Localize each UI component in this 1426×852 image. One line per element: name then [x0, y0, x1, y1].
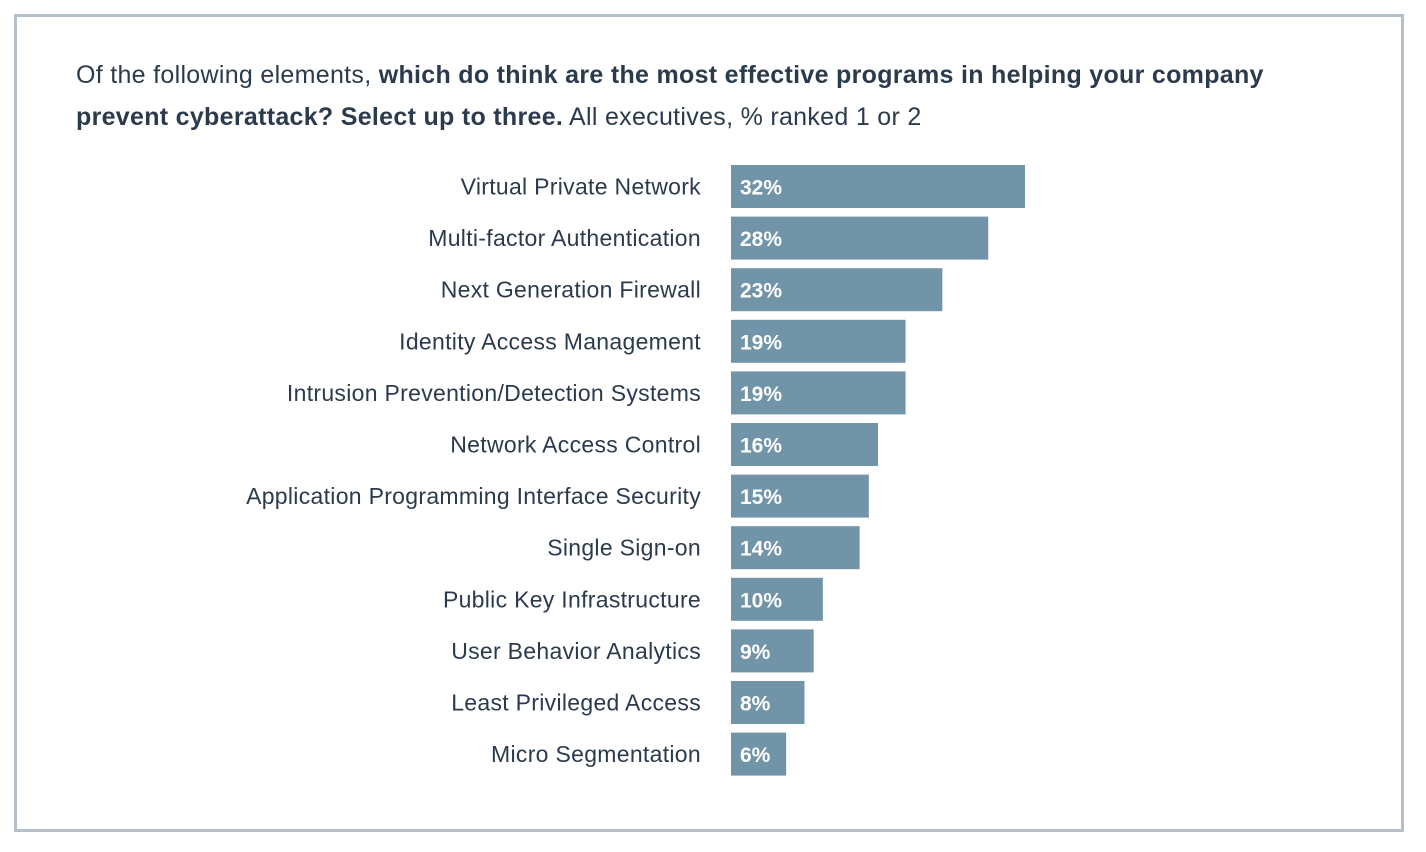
category-label: Identity Access Management: [399, 328, 701, 354]
bar: [731, 526, 860, 570]
category-label: Intrusion Prevention/Detection Systems: [287, 380, 701, 406]
value-label: 16%: [740, 435, 782, 458]
value-label: 19%: [740, 331, 782, 354]
value-label: 9%: [740, 641, 771, 664]
chart-frame: [14, 14, 1404, 832]
title-question: which do think are the most effective pr…: [76, 61, 1264, 131]
title-lead: Of the following elements,: [76, 61, 379, 89]
category-label: Next Generation Firewall: [441, 277, 701, 303]
value-label: 6%: [740, 744, 771, 767]
category-label: Least Privileged Access: [451, 690, 701, 716]
bar: [731, 216, 989, 260]
bar: [731, 371, 906, 415]
bar: [731, 268, 943, 312]
category-label: Micro Segmentation: [491, 741, 701, 767]
bar: [731, 423, 878, 466]
bar: [731, 629, 814, 673]
bar: [731, 474, 869, 518]
category-label: Single Sign-on: [547, 535, 701, 561]
bar: [731, 732, 787, 776]
value-label: 8%: [740, 693, 771, 716]
chart-title: Of the following elements, which do thin…: [76, 54, 1346, 138]
value-label: 10%: [740, 589, 782, 612]
category-label: Public Key Infrastructure: [443, 586, 701, 612]
bar: [731, 577, 823, 621]
category-label: Virtual Private Network: [461, 174, 702, 200]
bar: [731, 165, 1025, 208]
bar: [731, 319, 906, 363]
value-label: 14%: [740, 538, 782, 561]
title-subtitle: All executives, % ranked 1 or 2: [563, 103, 922, 131]
value-label: 28%: [740, 228, 782, 251]
bar: [731, 681, 805, 724]
category-label: User Behavior Analytics: [451, 638, 701, 664]
value-label: 19%: [740, 383, 782, 406]
category-label: Application Programming Interface Securi…: [246, 483, 701, 509]
value-label: 23%: [740, 280, 782, 303]
category-label: Network Access Control: [450, 432, 701, 458]
category-label: Multi-factor Authentication: [428, 225, 701, 251]
value-label: 32%: [740, 177, 782, 200]
value-label: 15%: [740, 486, 782, 509]
